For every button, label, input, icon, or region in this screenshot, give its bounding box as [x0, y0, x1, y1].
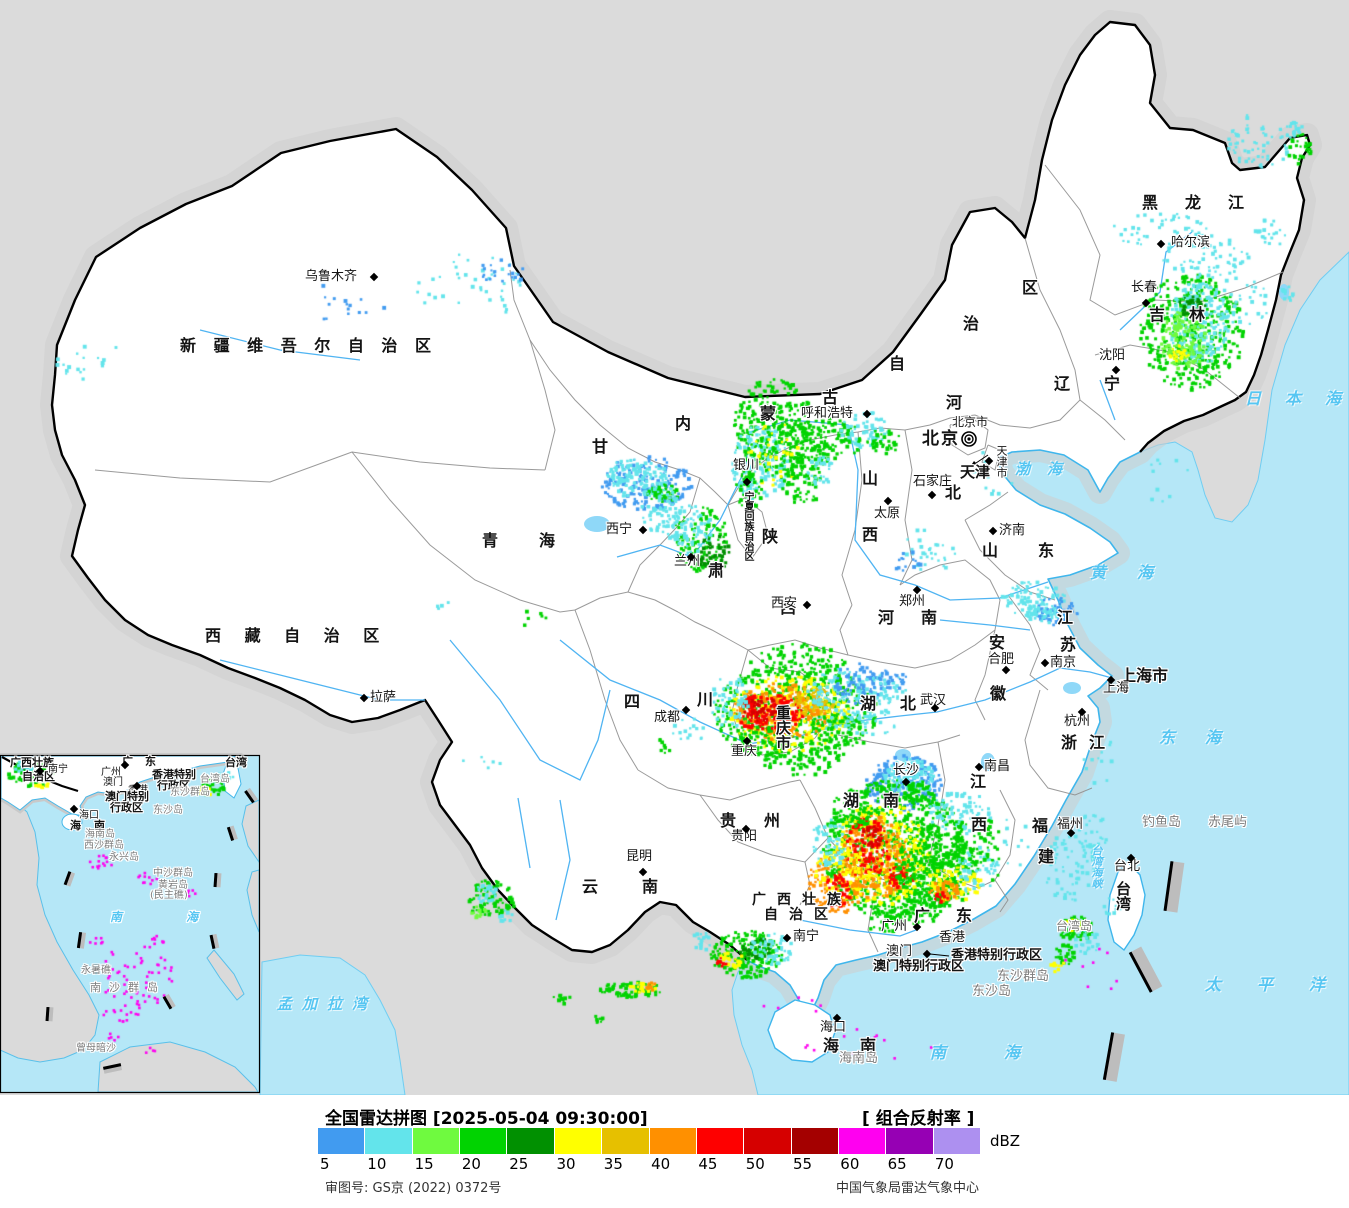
legend-product-label: [ 组合反射率 ]: [862, 1109, 975, 1129]
legend-color-block: [412, 1128, 460, 1154]
legend-tick-value: 20: [461, 1155, 481, 1173]
china-radar-map: 新 疆 维 吾 尔 自 治 区西 藏 自 治 区青海内蒙古自治区甘肃宁夏回族自治…: [0, 0, 1349, 1095]
legend-color-block: [744, 1128, 791, 1154]
legend-color-block: [696, 1128, 744, 1154]
legend-tick-value: 65: [887, 1155, 907, 1173]
legend-tick-value: 10: [367, 1155, 387, 1173]
legend-color-block: [507, 1128, 554, 1154]
map-license-number: 审图号: GS京 (2022) 0372号: [325, 1181, 502, 1196]
inset-hainan: [61, 813, 83, 831]
legend-color-block: [318, 1128, 365, 1154]
legend-color-block: [554, 1128, 602, 1154]
data-source-credit: 中国气象局雷达气象中心: [836, 1181, 980, 1196]
inset-map: [0, 753, 261, 1094]
legend-color-block: [649, 1128, 696, 1154]
legend-tick-value: 40: [651, 1155, 671, 1173]
legend-tick-value: 15: [414, 1155, 434, 1173]
legend-tick-value: 50: [745, 1155, 765, 1173]
legend-tick-value: 70: [934, 1155, 954, 1173]
legend-tick-value: 45: [698, 1155, 718, 1173]
legend-title: 全国雷达拼图 [2025-05-04 09:30:00]: [325, 1109, 648, 1129]
legend-color-block: [365, 1128, 412, 1154]
legend-tick-value: 60: [840, 1155, 860, 1173]
legend-tick-value: 25: [509, 1155, 529, 1173]
legend-color-block: [933, 1128, 981, 1154]
legend-tick-value: 35: [603, 1155, 623, 1173]
basemap-geography: [0, 0, 1349, 1095]
legend-colorbar: [318, 1128, 981, 1154]
legend-tick-value: 30: [556, 1155, 576, 1173]
legend-panel: 全国雷达拼图 [2025-05-04 09:30:00] [ 组合反射率 ] 5…: [0, 1095, 1349, 1208]
legend-color-block: [791, 1128, 838, 1154]
legend-tick-value: 5: [320, 1155, 330, 1173]
legend-color-block: [838, 1128, 886, 1154]
legend-tick-value: 55: [793, 1155, 813, 1173]
legend-color-block: [886, 1128, 933, 1154]
legend-color-block: [602, 1128, 649, 1154]
legend-unit: dBZ: [990, 1132, 1021, 1150]
legend-color-block: [460, 1128, 507, 1154]
